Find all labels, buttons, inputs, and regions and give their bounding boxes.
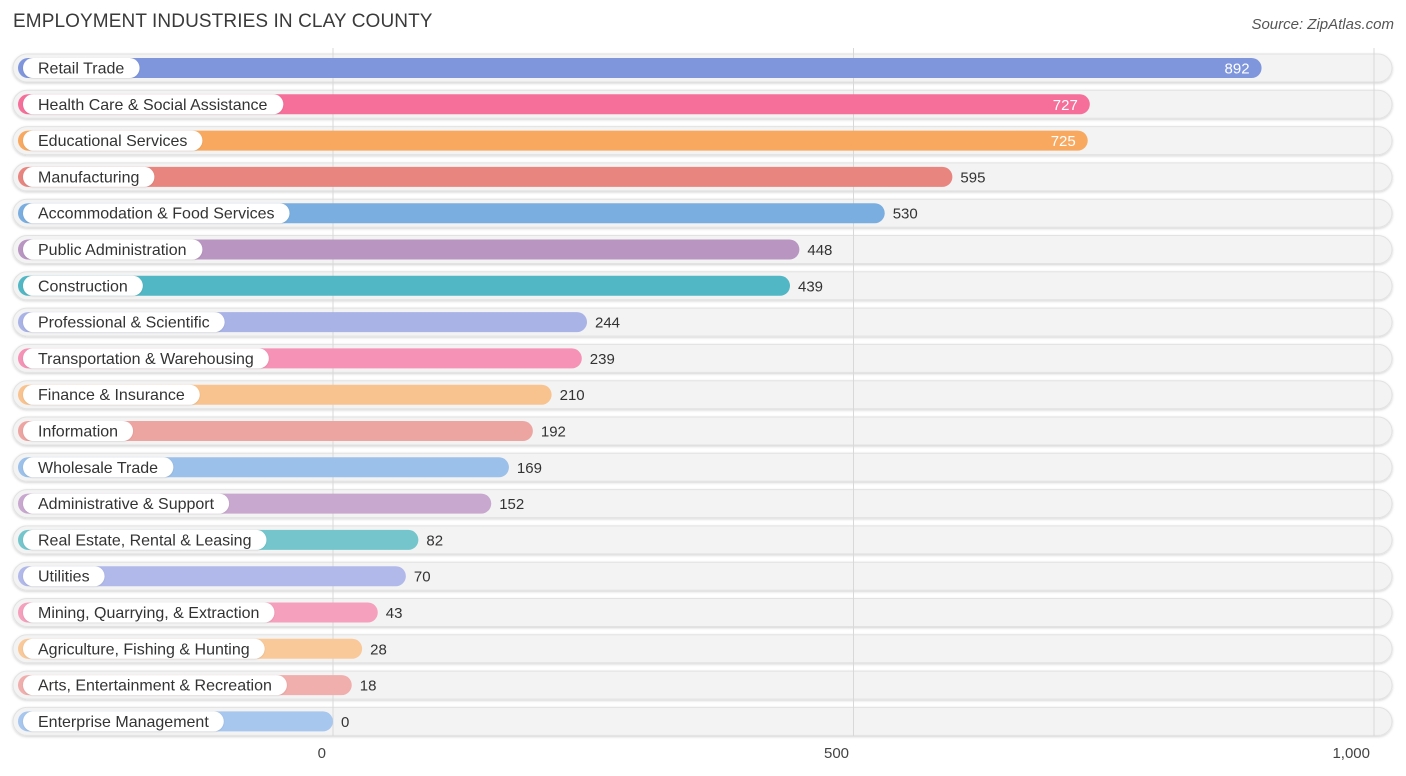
category-label-pill [23, 203, 290, 224]
value-label: 192 [541, 424, 566, 441]
category-label-pill [23, 312, 225, 333]
value-label: 70 [414, 569, 431, 586]
category-label-pill [23, 421, 134, 441]
category-label-pill [23, 711, 224, 732]
value-label: 0 [341, 714, 349, 731]
category-label: Real Estate, Rental & Leasing [38, 532, 251, 549]
category-label: Information [38, 424, 118, 441]
value-label: 439 [798, 278, 823, 295]
category-label-pill [23, 566, 105, 587]
category-label-pill [23, 675, 287, 696]
value-label: 152 [499, 496, 524, 513]
value-label: 244 [595, 315, 620, 332]
category-label: Administrative & Support [38, 496, 215, 513]
bar-14 [18, 566, 406, 587]
bars: Retail Trade 892 Health Care & Social Assi… [18, 58, 1262, 732]
source-credit: Source: ZipAtlas.com [1251, 16, 1394, 33]
value-label: 448 [807, 242, 832, 259]
category-label: Arts, Entertainment & Recreation [38, 678, 272, 695]
category-label: Manufacturing [38, 169, 139, 186]
bar-10 [18, 421, 533, 441]
category-label: Health Care & Social Assistance [38, 97, 268, 114]
category-label-pill [23, 348, 269, 369]
bar-row-background [12, 706, 1393, 736]
value-label: 28 [370, 641, 387, 658]
category-label: Construction [38, 278, 128, 295]
category-label: Public Administration [38, 242, 187, 259]
category-label-pill [23, 166, 155, 187]
category-label: Mining, Quarrying, & Extraction [38, 605, 259, 622]
x-tick-label: 0 [318, 745, 326, 762]
bar-6 [18, 275, 790, 296]
value-label: 727 [1053, 97, 1078, 114]
category-label: Professional & Scientific [38, 315, 210, 332]
category-label: Educational Services [38, 133, 187, 150]
category-label-pill [23, 457, 174, 478]
category-label: Wholesale Trade [38, 460, 158, 477]
value-label: 725 [1051, 133, 1076, 150]
category-label-pill [23, 58, 140, 78]
bar-0 [18, 58, 1262, 78]
category-label-pill [23, 130, 203, 151]
value-label: 595 [960, 169, 985, 186]
category-label-pill [23, 493, 230, 514]
category-label-pill [23, 384, 200, 405]
category-label-pill [23, 638, 265, 659]
category-label-pill [23, 94, 284, 115]
bar-3 [18, 166, 953, 187]
category-label: Enterprise Management [38, 714, 209, 731]
category-label-pill [23, 529, 267, 550]
bar-5 [18, 239, 800, 260]
value-label: 18 [360, 678, 377, 695]
category-label: Retail Trade [38, 61, 124, 78]
x-tick-label: 1,000 [1332, 745, 1370, 762]
category-label: Agriculture, Fishing & Hunting [38, 641, 250, 658]
category-label: Transportation & Warehousing [38, 351, 254, 368]
bar-row-background [12, 670, 1393, 700]
x-axis-ticks: 0 500 1,000 [318, 745, 1370, 762]
value-label: 239 [590, 351, 615, 368]
category-label: Utilities [38, 569, 90, 586]
category-label: Finance & Insurance [38, 387, 185, 404]
value-label: 530 [893, 206, 918, 223]
value-label: 43 [386, 605, 403, 622]
x-tick-label: 500 [824, 745, 849, 762]
value-label: 169 [517, 460, 542, 477]
value-label: 82 [426, 532, 443, 549]
value-label: 892 [1225, 61, 1250, 78]
chart-title: EMPLOYMENT INDUSTRIES IN CLAY COUNTY [13, 11, 433, 32]
category-label-pill [23, 239, 203, 260]
category-label: Accommodation & Food Services [38, 206, 275, 223]
bar-2 [18, 130, 1088, 151]
value-label: 210 [560, 387, 585, 404]
category-label-pill [23, 602, 275, 623]
bar-1 [18, 94, 1090, 115]
category-label-pill [23, 275, 143, 296]
